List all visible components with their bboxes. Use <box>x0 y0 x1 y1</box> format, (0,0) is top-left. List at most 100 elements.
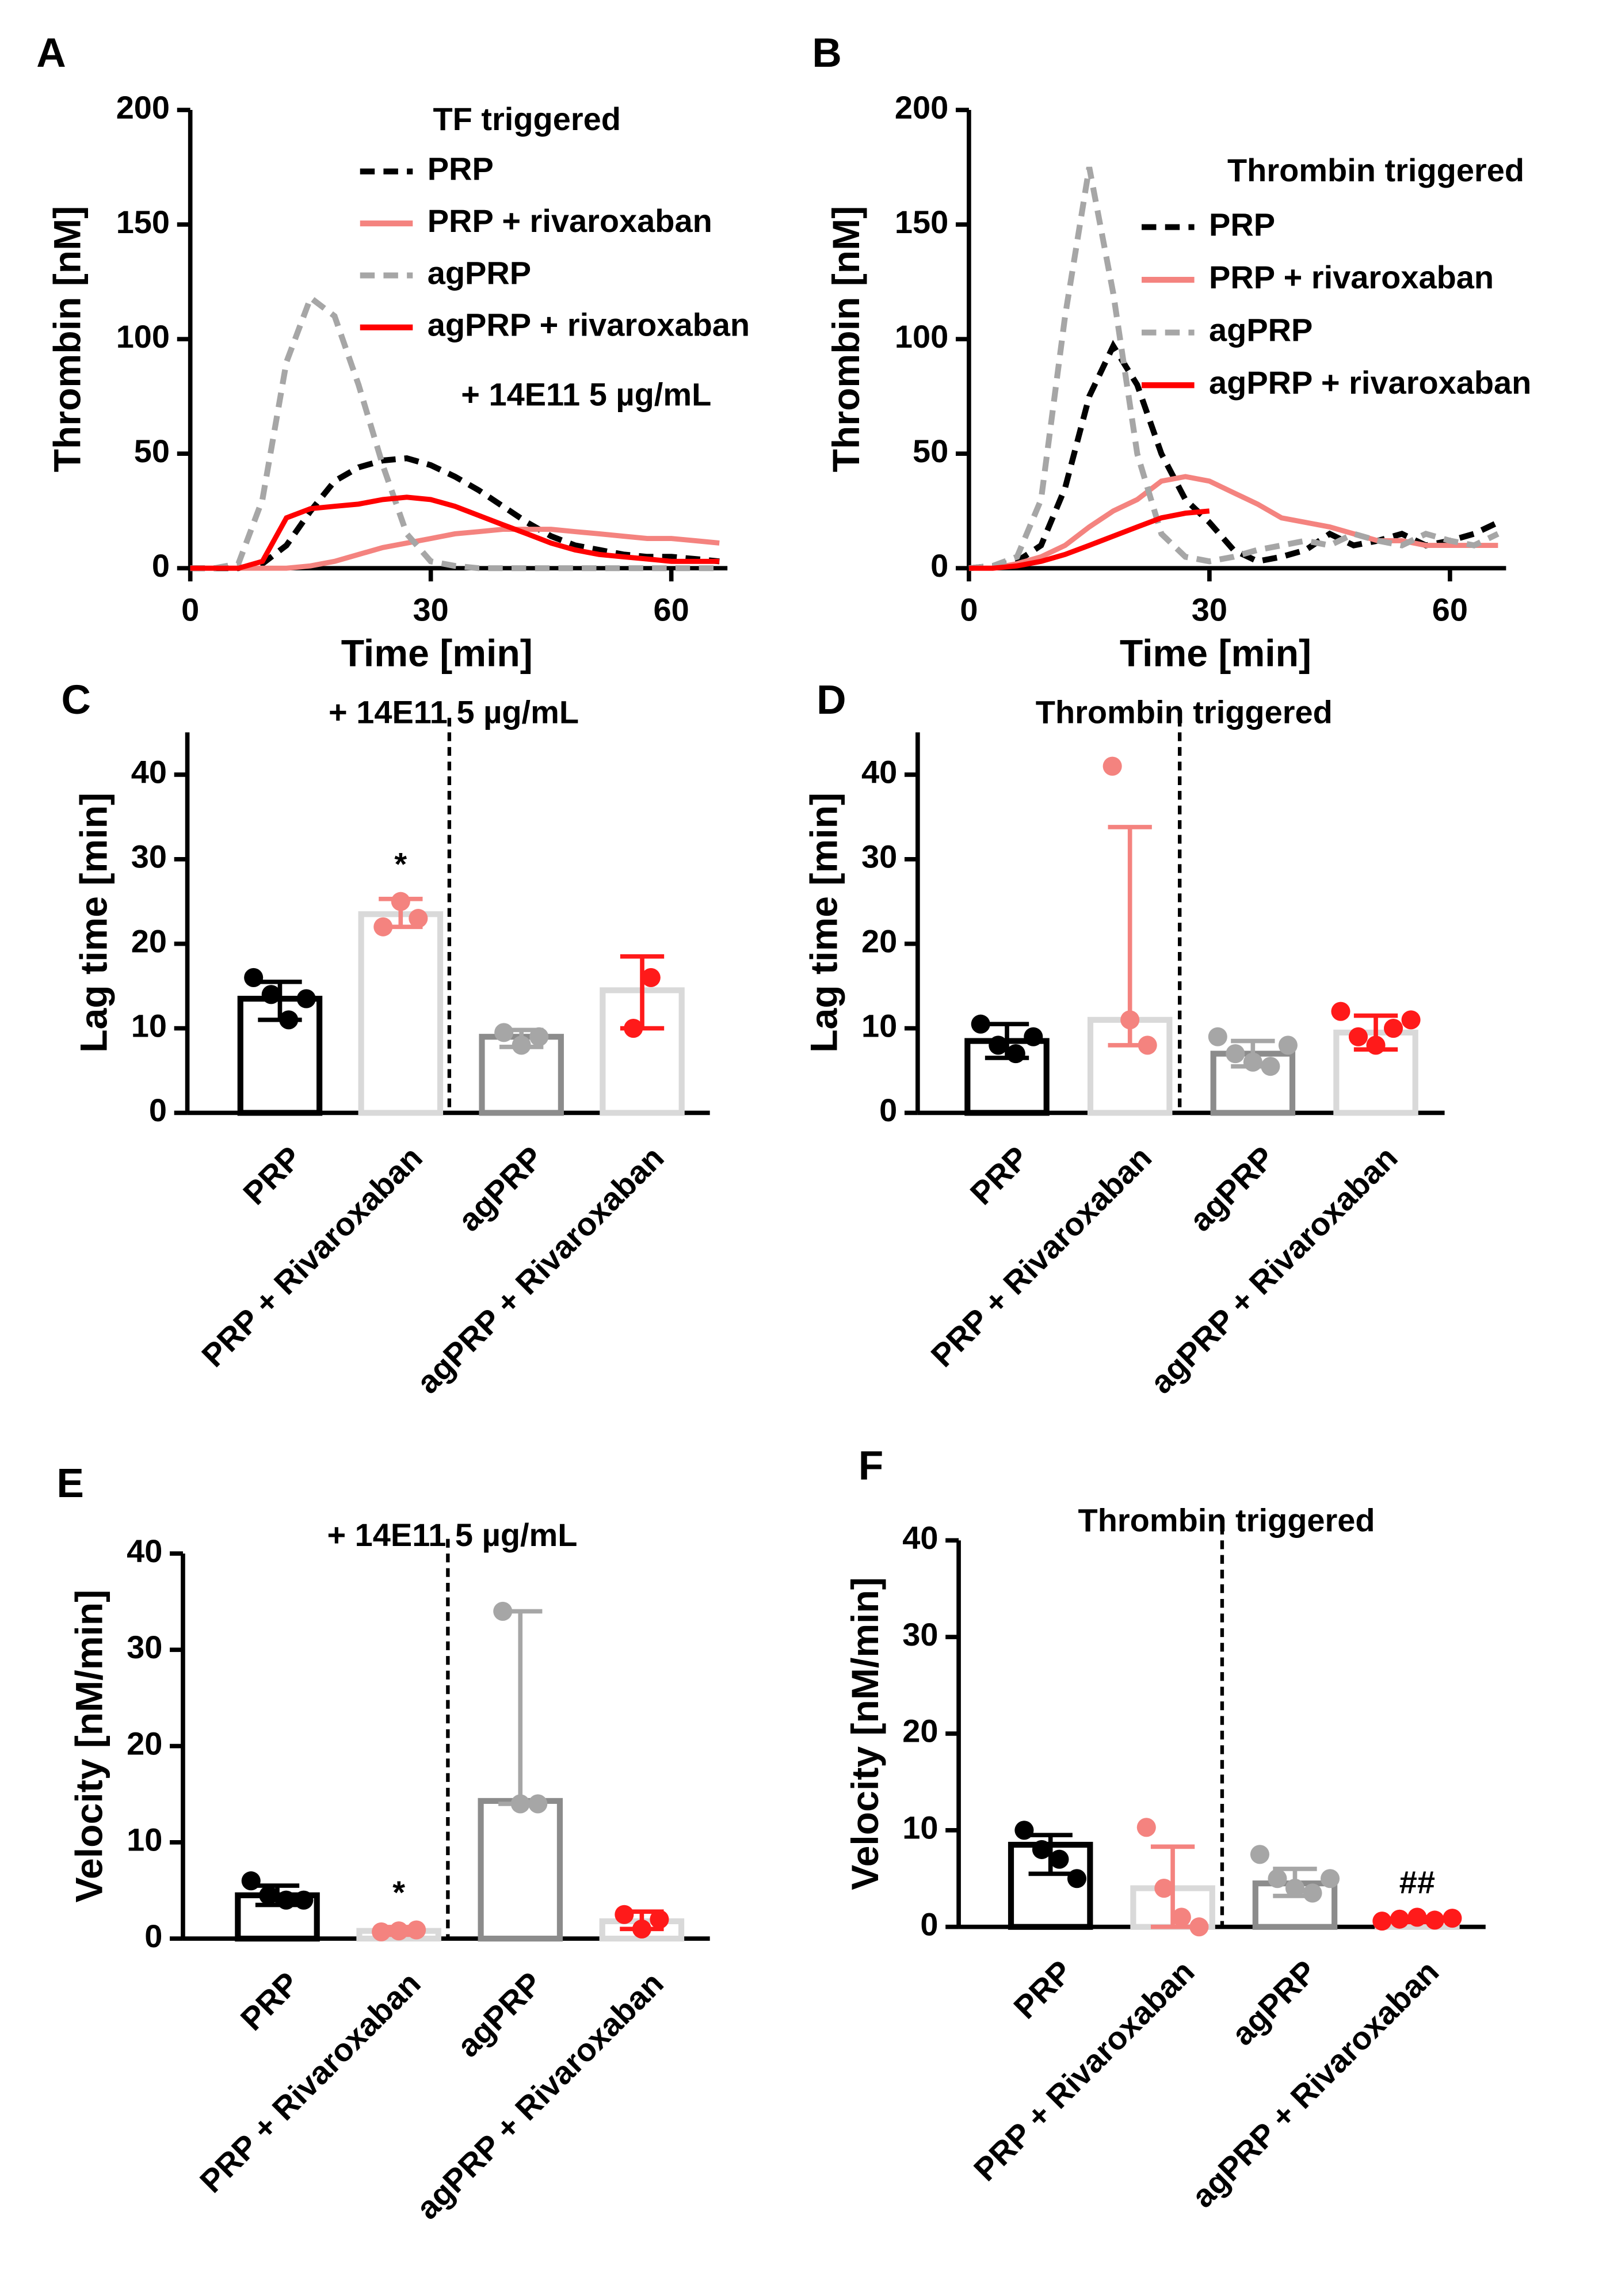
x-tick-label: PRP + Rivaroxaban <box>193 1965 428 2200</box>
data-point <box>409 909 428 928</box>
x-tick-label: PRP <box>1006 1953 1079 2025</box>
data-point <box>1401 1010 1421 1030</box>
data-point <box>1331 1002 1350 1021</box>
series-line <box>968 166 1500 572</box>
x-tick-label: 0 <box>181 591 199 627</box>
data-point <box>1348 1027 1368 1046</box>
series-line <box>968 340 1500 572</box>
significance: * <box>394 846 407 882</box>
y-tick-label: 40 <box>131 754 167 790</box>
chart-title: Thrombin triggered <box>1078 1502 1375 1538</box>
x-tick-label: agPRP <box>451 1139 550 1238</box>
x-tick-label: 30 <box>1192 591 1227 627</box>
data-point <box>615 1905 634 1924</box>
data-point <box>1285 1879 1305 1898</box>
x-axis-title: Time [min] <box>1120 632 1311 675</box>
y-axis-title: Lag time [min] <box>803 793 846 1053</box>
data-point <box>1014 1821 1034 1840</box>
bar <box>478 1798 563 1942</box>
y-tick-label: 100 <box>116 318 170 355</box>
x-tick-label: PRP + Rivaroxaban <box>967 1953 1201 2188</box>
x-tick-label: PRP <box>963 1139 1036 1212</box>
y-axis-title: Thrombin [nM] <box>47 206 89 473</box>
y-tick-label: 30 <box>127 1629 162 1665</box>
panel-label: F <box>859 1443 884 1488</box>
data-point <box>989 1035 1008 1055</box>
y-tick-label: 20 <box>127 1725 162 1761</box>
data-point <box>1303 1883 1322 1903</box>
data-point <box>632 1919 651 1939</box>
data-point <box>650 1910 669 1929</box>
data-point <box>971 1014 990 1034</box>
y-tick-label: 10 <box>127 1822 162 1858</box>
legend-label: PRP <box>428 151 494 187</box>
panel-label: D <box>817 677 846 723</box>
y-tick-label: 0 <box>144 1918 162 1954</box>
data-point <box>1208 1027 1227 1046</box>
legend-label: PRP + rivaroxaban <box>1209 259 1494 295</box>
y-tick-label: 150 <box>116 204 170 240</box>
legend-label: PRP <box>1209 206 1275 242</box>
y-tick-label: 20 <box>131 923 167 959</box>
y-axis-title: Lag time [min] <box>73 793 115 1053</box>
x-axis-title: Time [min] <box>341 632 533 675</box>
x-tick-label: agPRP <box>1224 1953 1323 2052</box>
x-tick-label: agPRP <box>1182 1139 1281 1238</box>
data-point <box>373 917 393 936</box>
data-point <box>1189 1917 1209 1937</box>
data-point <box>1120 1010 1140 1030</box>
significance: * <box>392 1874 405 1910</box>
x-tick-label: agPRP + Rivaroxaban <box>1143 1139 1405 1400</box>
data-point <box>407 1920 426 1940</box>
data-point <box>1443 1909 1462 1928</box>
data-point <box>1138 1035 1157 1055</box>
data-point <box>1384 1019 1403 1038</box>
data-point <box>1032 1840 1051 1859</box>
series-line <box>190 527 720 571</box>
y-tick-label: 10 <box>131 1007 167 1044</box>
data-point <box>372 1922 391 1941</box>
data-point <box>1261 1057 1280 1076</box>
y-axis-title: Thrombin [nM] <box>825 206 868 473</box>
data-point <box>1278 1035 1298 1055</box>
panel-label: A <box>36 31 66 76</box>
data-point <box>1425 1910 1444 1930</box>
data-point <box>1243 1052 1262 1072</box>
data-point <box>1390 1909 1409 1929</box>
y-tick-label: 40 <box>861 754 897 790</box>
data-point <box>1136 1818 1156 1837</box>
y-tick-label: 30 <box>861 839 897 875</box>
x-tick-label: PRP <box>234 1965 306 2038</box>
data-point <box>1154 1879 1174 1898</box>
x-tick-label: agPRP + Rivaroxaban <box>409 1965 670 2226</box>
y-tick-label: 100 <box>895 318 948 355</box>
y-tick-label: 0 <box>930 547 948 584</box>
x-tick-label: PRP + Rivaroxaban <box>194 1139 429 1374</box>
panel-label: C <box>62 677 91 723</box>
y-axis-title: Velocity [nM/min] <box>844 1577 887 1890</box>
data-point <box>1366 1035 1386 1055</box>
annotation: + 14E11 5 µg/mL <box>461 376 711 412</box>
data-point <box>1102 756 1122 776</box>
data-point <box>510 1794 530 1814</box>
data-point <box>296 989 316 1008</box>
data-point <box>624 1019 643 1038</box>
data-point <box>391 892 410 911</box>
chart-title: + 14E11 5 µg/mL <box>329 694 579 730</box>
y-tick-label: 10 <box>861 1007 897 1044</box>
data-point <box>279 1010 299 1030</box>
series-line <box>190 455 720 572</box>
x-tick-label: agPRP <box>450 1965 549 2064</box>
data-point <box>1372 1912 1392 1931</box>
data-point <box>276 1890 296 1910</box>
series-line <box>968 508 1210 571</box>
x-tick-label: PRP <box>236 1139 308 1212</box>
series-line <box>190 293 720 572</box>
y-tick-label: 200 <box>116 89 170 125</box>
legend-label: agPRP <box>1209 311 1313 348</box>
legend-label: agPRP <box>428 254 531 291</box>
legend-label: agPRP + rivaroxaban <box>1209 364 1531 401</box>
data-point <box>1407 1907 1427 1927</box>
x-tick-label: agPRP + Rivaroxaban <box>410 1139 671 1400</box>
data-point <box>1268 1869 1287 1888</box>
